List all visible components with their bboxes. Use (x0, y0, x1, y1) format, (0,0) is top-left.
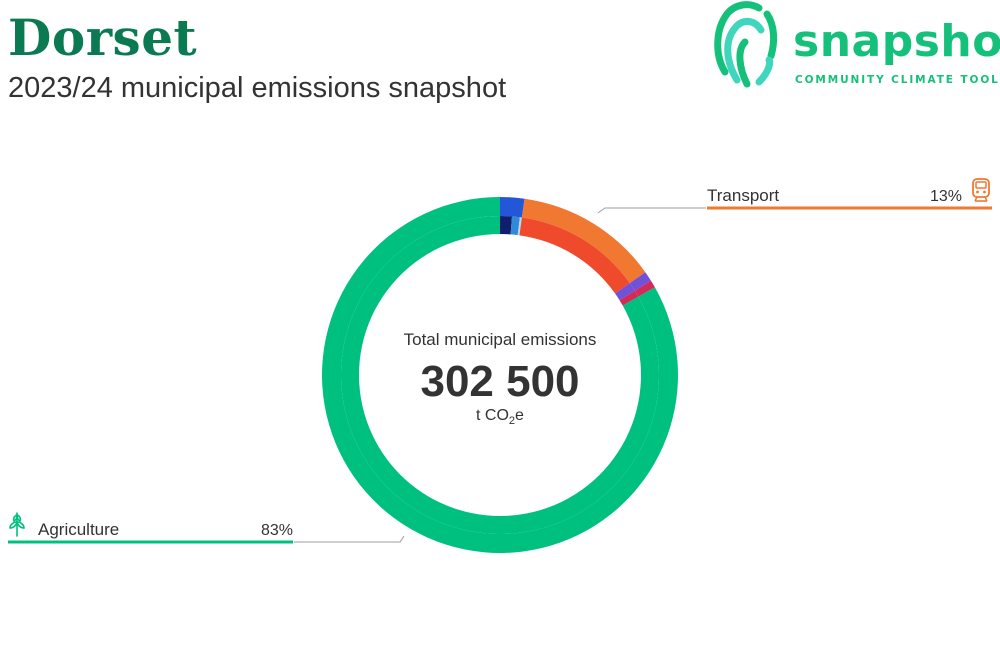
transport-leader-line (597, 207, 706, 214)
logo-wordmark: snapshot (793, 16, 1000, 67)
transport-percent: 13% (930, 188, 962, 205)
inner-slice-3[interactable] (517, 217, 522, 236)
unit-prefix: t CO (476, 407, 509, 424)
wheat-icon (9, 512, 25, 537)
inner-slice-6[interactable] (619, 290, 639, 306)
page-subtitle: 2023/24 municipal emissions snapshot (8, 72, 507, 104)
inner-slice-5[interactable] (615, 283, 635, 301)
fingerprint-icon (714, 1, 778, 88)
snapshot-logo[interactable]: snapshot COMMUNITY CLIMATE TOOL (713, 0, 1000, 92)
train-icon (972, 178, 990, 202)
agriculture-percent: 83% (261, 522, 293, 539)
donut-outer-ring (321, 197, 678, 553)
transport-label: Transport (707, 186, 779, 205)
center-label: Total municipal emissions (404, 330, 597, 349)
outer-slice-4[interactable] (634, 280, 655, 297)
unit-subscript: 2 (509, 415, 515, 427)
center-total-value: 302 500 (420, 357, 579, 406)
donut-inner-ring (340, 216, 659, 534)
logo-tagline: COMMUNITY CLIMATE TOOL (795, 74, 1000, 86)
agriculture-label: Agriculture (38, 520, 119, 539)
page-title: Dorset (8, 8, 198, 67)
inner-slice-1[interactable] (500, 216, 512, 235)
inner-slice-4[interactable] (519, 217, 630, 294)
unit-suffix: e (515, 407, 524, 424)
outer-slice-2[interactable] (521, 198, 646, 284)
outer-slice-1[interactable] (500, 197, 525, 218)
center-unit: t CO2e (476, 407, 524, 427)
inner-slice-2[interactable] (510, 216, 520, 236)
agriculture-leader-line (294, 535, 405, 543)
outer-slice-3[interactable] (629, 272, 651, 291)
